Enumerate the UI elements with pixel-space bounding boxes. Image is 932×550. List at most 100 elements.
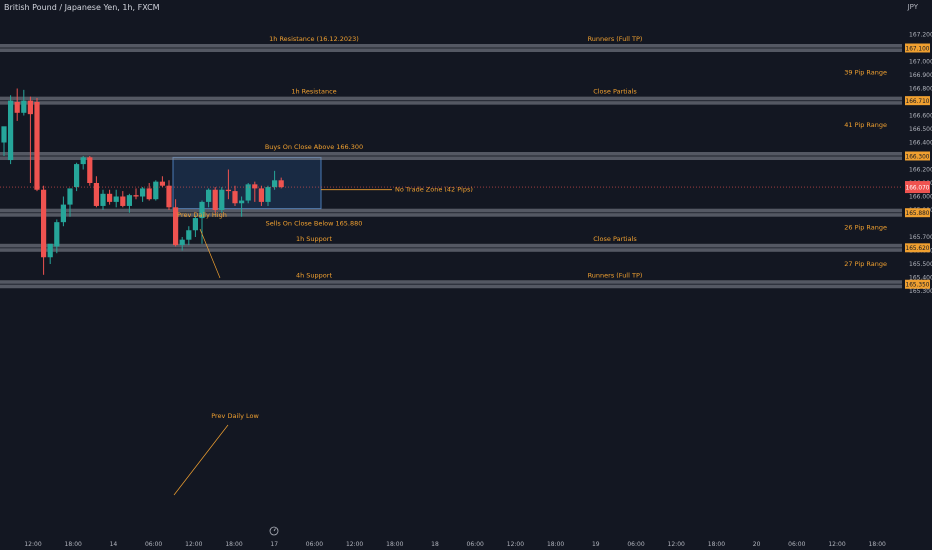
y-tick-label: 166.800: [909, 86, 932, 93]
candle-body[interactable]: [120, 196, 126, 206]
level-price-tag: [905, 43, 930, 53]
candle-body[interactable]: [74, 164, 80, 188]
candle-body[interactable]: [87, 157, 93, 183]
candle-body[interactable]: [67, 188, 73, 205]
y-tick-label: 166.600: [909, 113, 932, 120]
level-label-right: Runners (Full TP): [588, 271, 643, 279]
candle-body[interactable]: [179, 239, 185, 246]
level-label-left: 4h Support: [296, 271, 332, 279]
x-tick-label: 18:00: [65, 541, 82, 548]
candle-body[interactable]: [232, 191, 238, 204]
candle-body[interactable]: [80, 157, 86, 165]
x-tick-label: 06:00: [627, 541, 644, 548]
level-label-left: 1h Resistance (16.12.2023): [269, 35, 359, 43]
candle-body[interactable]: [14, 102, 20, 113]
level-price-tag: [905, 279, 930, 289]
level-price-tag-text: 167.100: [906, 46, 930, 52]
candle-body[interactable]: [153, 181, 159, 200]
candle-body[interactable]: [146, 188, 152, 200]
no-trade-zone-box[interactable]: [172, 156, 322, 210]
candle-body[interactable]: [159, 181, 165, 186]
level-price-tag-text: 166.300: [906, 154, 930, 160]
x-tick-label: 14: [110, 541, 118, 548]
level-price-tag: [905, 243, 930, 253]
x-tick-label: 19: [592, 541, 600, 548]
candle-body[interactable]: [199, 201, 205, 219]
candle-body[interactable]: [212, 189, 218, 210]
y-tick-label: 166.500: [909, 126, 932, 133]
pip-range-label: 41 Pip Range: [844, 121, 887, 129]
candle-body[interactable]: [21, 100, 27, 113]
candle-body[interactable]: [113, 196, 119, 202]
current-price-text: 166.070: [906, 186, 930, 192]
y-tick-label: 165.700: [909, 234, 932, 241]
prev-daily-low-arrow: [173, 424, 229, 496]
candle-body[interactable]: [192, 218, 198, 231]
clock-icon-hand: [273, 528, 276, 532]
candle-body[interactable]: [166, 185, 172, 208]
candle-body[interactable]: [245, 184, 251, 201]
x-tick-label: 18:00: [869, 541, 886, 548]
candle-body[interactable]: [47, 243, 53, 258]
current-price-tag: [905, 181, 930, 194]
candle-body[interactable]: [41, 189, 47, 258]
x-tick-label: 06:00: [467, 541, 484, 548]
level-price-tag: [905, 151, 930, 161]
y-tick-label: 166.000: [909, 194, 932, 201]
level-label-left: 1h Resistance: [291, 88, 336, 96]
x-tick-label: 18:00: [386, 541, 403, 548]
x-tick-label: 18:00: [708, 541, 725, 548]
candle-body[interactable]: [8, 100, 14, 161]
candle-body[interactable]: [126, 195, 132, 206]
candle-body[interactable]: [107, 193, 113, 202]
candle-body[interactable]: [133, 195, 139, 197]
level-label-right: Close Partials: [593, 235, 637, 243]
x-tick-label: 18: [431, 541, 439, 548]
x-tick-label: 06:00: [306, 541, 323, 548]
level-price-tag: [905, 208, 930, 218]
level-label-right: Runners (Full TP): [588, 35, 643, 43]
level-price-tag-text: 165.350: [906, 283, 930, 289]
x-tick-label: 12:00: [185, 541, 202, 548]
x-tick-label: 18:00: [225, 541, 242, 548]
level-price-tag-text: 165.620: [906, 246, 930, 252]
candle-body[interactable]: [60, 204, 66, 223]
y-tick-label: 166.900: [909, 72, 932, 79]
candle-body[interactable]: [265, 187, 271, 202]
y-tick-label: 165.500: [909, 261, 932, 268]
candle-body[interactable]: [186, 230, 192, 240]
x-tick-label: 20: [753, 541, 761, 548]
candle-body[interactable]: [1, 126, 7, 143]
y-tick-label: 167.000: [909, 59, 932, 66]
pip-range-label: 26 Pip Range: [844, 224, 887, 232]
level-price-tag: [905, 96, 930, 106]
candle-body[interactable]: [272, 180, 278, 188]
candle-body[interactable]: [225, 189, 231, 192]
candle-body[interactable]: [34, 102, 40, 190]
x-tick-label: 06:00: [788, 541, 805, 548]
candle-body[interactable]: [252, 184, 258, 189]
candle-body[interactable]: [100, 193, 106, 206]
prev-daily-low-label: Prev Daily Low: [211, 412, 259, 420]
x-tick-label: 12:00: [24, 541, 41, 548]
level-label-left: 1h Support: [296, 235, 332, 243]
candle-body[interactable]: [258, 188, 264, 202]
candle-body[interactable]: [239, 200, 245, 204]
pip-range-label: 39 Pip Range: [844, 68, 887, 76]
y-tick-label: 165.400: [909, 275, 932, 282]
clock-icon[interactable]: [269, 526, 279, 536]
candle-body[interactable]: [27, 100, 33, 115]
candle-body[interactable]: [206, 189, 212, 202]
level-label-left: Sells On Close Below 165.880: [266, 220, 363, 228]
candle-body[interactable]: [173, 207, 179, 246]
candle-body[interactable]: [93, 183, 99, 206]
candle-body[interactable]: [219, 189, 225, 210]
candle-body[interactable]: [278, 180, 284, 188]
x-tick-label: 12:00: [668, 541, 685, 548]
candle-body[interactable]: [54, 222, 60, 247]
candle-body[interactable]: [140, 188, 146, 197]
y-tick-label: 167.200: [909, 32, 932, 39]
x-tick-label: 12:00: [828, 541, 845, 548]
prev-daily-high-arrow: [199, 228, 221, 279]
